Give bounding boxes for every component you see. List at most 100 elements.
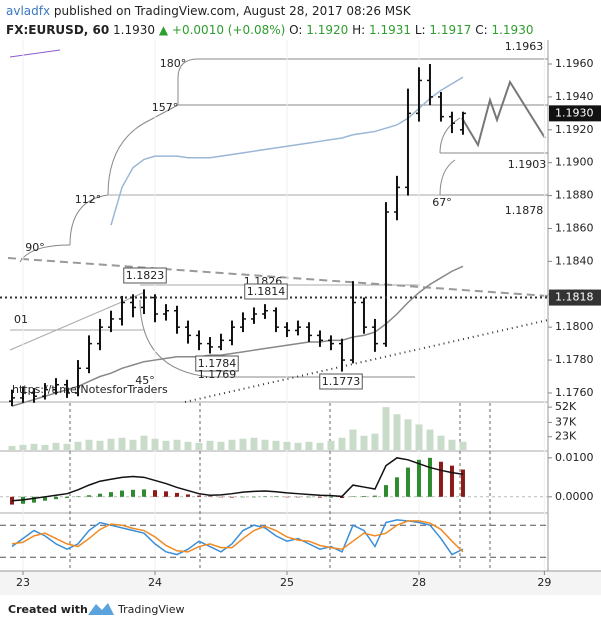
volume-bar [107,438,115,450]
histogram-bar [31,496,36,503]
volume-bar [426,429,434,450]
change: ▲ +0.0010 (+0.08%) [159,23,285,37]
volume-bar [294,442,302,450]
trend-line [184,319,549,403]
histogram-bar [372,495,377,497]
histogram-bar [306,496,311,498]
histogram-bar [317,496,322,498]
price-label: 1.1818 [555,291,594,304]
macd-line [11,457,464,502]
drawings [7,49,549,570]
volume-bar [327,440,335,450]
annotation: 1.1814 [247,285,286,298]
volume-bar [239,438,247,450]
price-label-bg [549,105,601,122]
c: 1.1930 [491,23,533,37]
histogram-bar [460,469,465,497]
published: published on TradingView.com, August 28,… [54,4,412,18]
histogram-bar [273,496,278,497]
volume-bar [30,443,38,450]
annotation: 90° [25,241,45,254]
histogram-bar [97,493,102,497]
h: 1.1931 [369,23,411,37]
histogram-bar [449,465,454,497]
annotation: 1.1773 [322,375,361,388]
annotation: 01 [14,313,28,326]
volume-bar [151,438,159,450]
volume-bar [217,441,225,450]
fib-arc [439,117,548,196]
volume-bar [206,440,214,450]
volume-bar [283,441,291,450]
histogram-bar [207,496,212,497]
histogram-bar [86,495,91,497]
histogram-bar [350,496,355,497]
annotation: 1.1769 [198,368,237,381]
annotation: 157° [152,101,179,114]
histogram-bar [240,496,245,498]
histogram-bar [174,492,179,497]
histogram-bar [339,496,344,498]
volume-bar [228,439,236,450]
volume-bar [96,440,104,450]
annotation: 1.1903 [508,158,547,171]
o: 1.1920 [306,23,348,37]
footer-brand[interactable]: TradingView [117,603,184,616]
histogram-bar [130,489,135,497]
volume-bar [162,440,170,450]
histogram-bar [75,496,80,497]
histogram-bar [394,477,399,497]
annotation: 1.1823 [126,269,165,282]
histogram-bar [42,496,47,501]
c-label: C: [475,23,487,37]
volume-bar [459,441,467,450]
volume-bar [448,439,456,450]
x-tick-label: 24 [148,576,162,589]
volume-bar [305,441,313,450]
logo [88,603,114,615]
y-tick-label: 1.1780 [555,353,594,366]
y-tick-label: 0.0100 [555,451,594,464]
stochastic-line [11,520,464,553]
l-label: L: [415,23,426,37]
volume-bar [393,414,401,450]
volume-bar [316,442,324,450]
histogram-bar [405,467,410,497]
volume-bar [195,442,203,450]
y-tick-label: 52K [555,400,577,413]
last: 1.1930 [113,23,155,37]
volume-bar [8,445,16,450]
histogram-bar [251,496,256,498]
y-tick-label: 1.1920 [555,123,594,136]
moving-average [11,265,464,407]
volume-bar [173,439,181,450]
header-line-2: FX:EURUSD, 60 1.1930 ▲ +0.0010 (+0.08%) … [6,23,533,37]
volume-bar [338,437,346,450]
histogram-bar [53,496,58,500]
volume-bar [261,439,269,450]
y-tick-label: 1.1760 [555,386,594,399]
volume-bar [140,435,148,450]
y-tick-label: 1.1940 [555,90,594,103]
volume-bar [382,407,390,450]
fib-arc [107,104,179,196]
volume-bar [41,444,49,450]
annotation: https://t.me/NotesforTraders [12,383,168,396]
y-tick-label: 1.1880 [555,189,594,202]
x-tick-label: 29 [537,576,551,589]
histogram-bar [185,494,190,497]
header-line-1: avladfx published on TradingView.com, Au… [6,4,412,18]
author[interactable]: avladfx [6,4,50,18]
annotation: 45° [135,374,155,387]
annotation: 1.1784 [198,357,237,370]
histogram-bar [196,495,201,497]
annotation: 180° [160,57,187,70]
volume-bar [52,442,60,450]
volume-bar [415,424,423,450]
volume-bar [349,429,357,450]
projection [461,79,546,148]
y-tick-label: 1.1900 [555,156,594,169]
volume-bar [360,435,368,450]
histogram-bar [361,496,366,497]
